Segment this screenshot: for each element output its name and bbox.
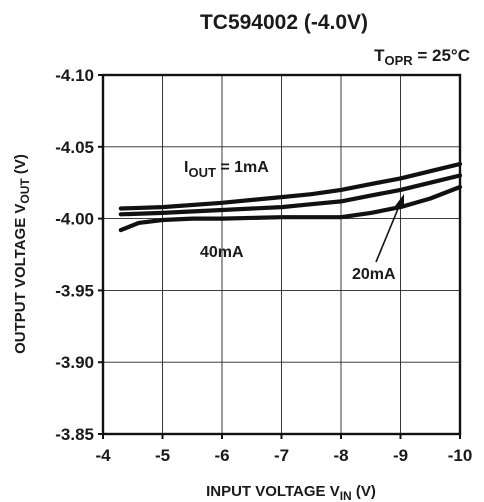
x-tick-label: -5: [155, 446, 170, 465]
y-tick-label: -4.05: [55, 138, 94, 157]
grid-lines: [103, 75, 460, 434]
x-axis-title: INPUT VOLTAGE VIN (V): [206, 483, 376, 502]
y-tick-label: -4.00: [55, 210, 94, 229]
axis-ticks: -4 -5 -6 -7 -8 -9 -10 -4.10 -4.05 -4.00 -3.95 -3.90…: [55, 66, 472, 465]
series-label-40ma: 40mA: [200, 244, 244, 261]
x-tick-label: -9: [393, 446, 408, 465]
series-label-20ma: 20mA: [352, 266, 396, 283]
series-line-1ma: [118, 161, 463, 211]
y-tick-label: -4.10: [55, 66, 94, 85]
y-tick-label: -3.95: [55, 281, 94, 300]
series-label-1ma: IOUT = 1mA: [184, 159, 269, 180]
series-leader-line-20ma: [375, 203, 401, 263]
x-tick-label: -6: [214, 446, 229, 465]
series-line-40ma: [118, 184, 463, 233]
data-series: [118, 161, 463, 233]
x-tick-label: -4: [95, 446, 111, 465]
x-tick-label: -8: [333, 446, 348, 465]
x-tick-label: -7: [274, 446, 289, 465]
x-tick-label: -10: [448, 446, 473, 465]
chart-title: TC594002 (-4.0V): [200, 11, 368, 34]
y-tick-label: -3.85: [55, 425, 94, 444]
series-leader-arrowhead: [395, 194, 404, 208]
temperature-condition: TOPR = 25°C: [374, 46, 470, 68]
plot-frame: [101, 73, 462, 436]
series-line-20ma: [118, 173, 463, 217]
y-axis-title: OUTPUT VOLTAGE VOUT (V): [12, 154, 32, 354]
y-tick-label: -3.90: [55, 353, 94, 372]
